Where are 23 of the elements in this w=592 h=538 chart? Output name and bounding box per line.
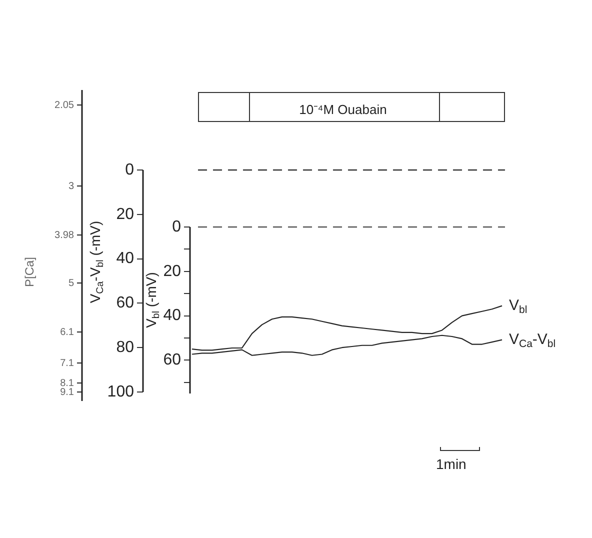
- y-axis-title: VCa-Vbl (-mV): [86, 220, 106, 304]
- y2-tick-label: 40: [163, 307, 182, 324]
- text: 5: [68, 278, 74, 289]
- y-tick-label: 40: [116, 250, 134, 268]
- y2-tick-label: 0: [172, 218, 182, 236]
- text: 2.05: [54, 100, 74, 111]
- text: 3.98: [54, 230, 74, 241]
- application-box: 10⁻⁴M Ouabain: [198, 92, 505, 122]
- y2-tick-label: 60: [163, 352, 182, 369]
- text: 7.1: [60, 358, 74, 369]
- y-tick-label: 0: [125, 161, 134, 178]
- y-tick-label: 20: [116, 206, 134, 223]
- text: 1min: [436, 456, 466, 472]
- y-tick-label: 100: [107, 383, 134, 400]
- text: 6.1: [60, 326, 74, 338]
- y2-tick-label: 20: [163, 262, 182, 280]
- text: 8.1: [60, 378, 74, 389]
- y-tick-label: 80: [116, 339, 134, 356]
- y-tick-label: 60: [116, 294, 134, 312]
- text: 3: [68, 180, 74, 192]
- text: 9.1: [60, 386, 74, 398]
- y2-axis-title: Vbl (-mV): [142, 272, 162, 328]
- text: P[Ca]: [22, 256, 36, 288]
